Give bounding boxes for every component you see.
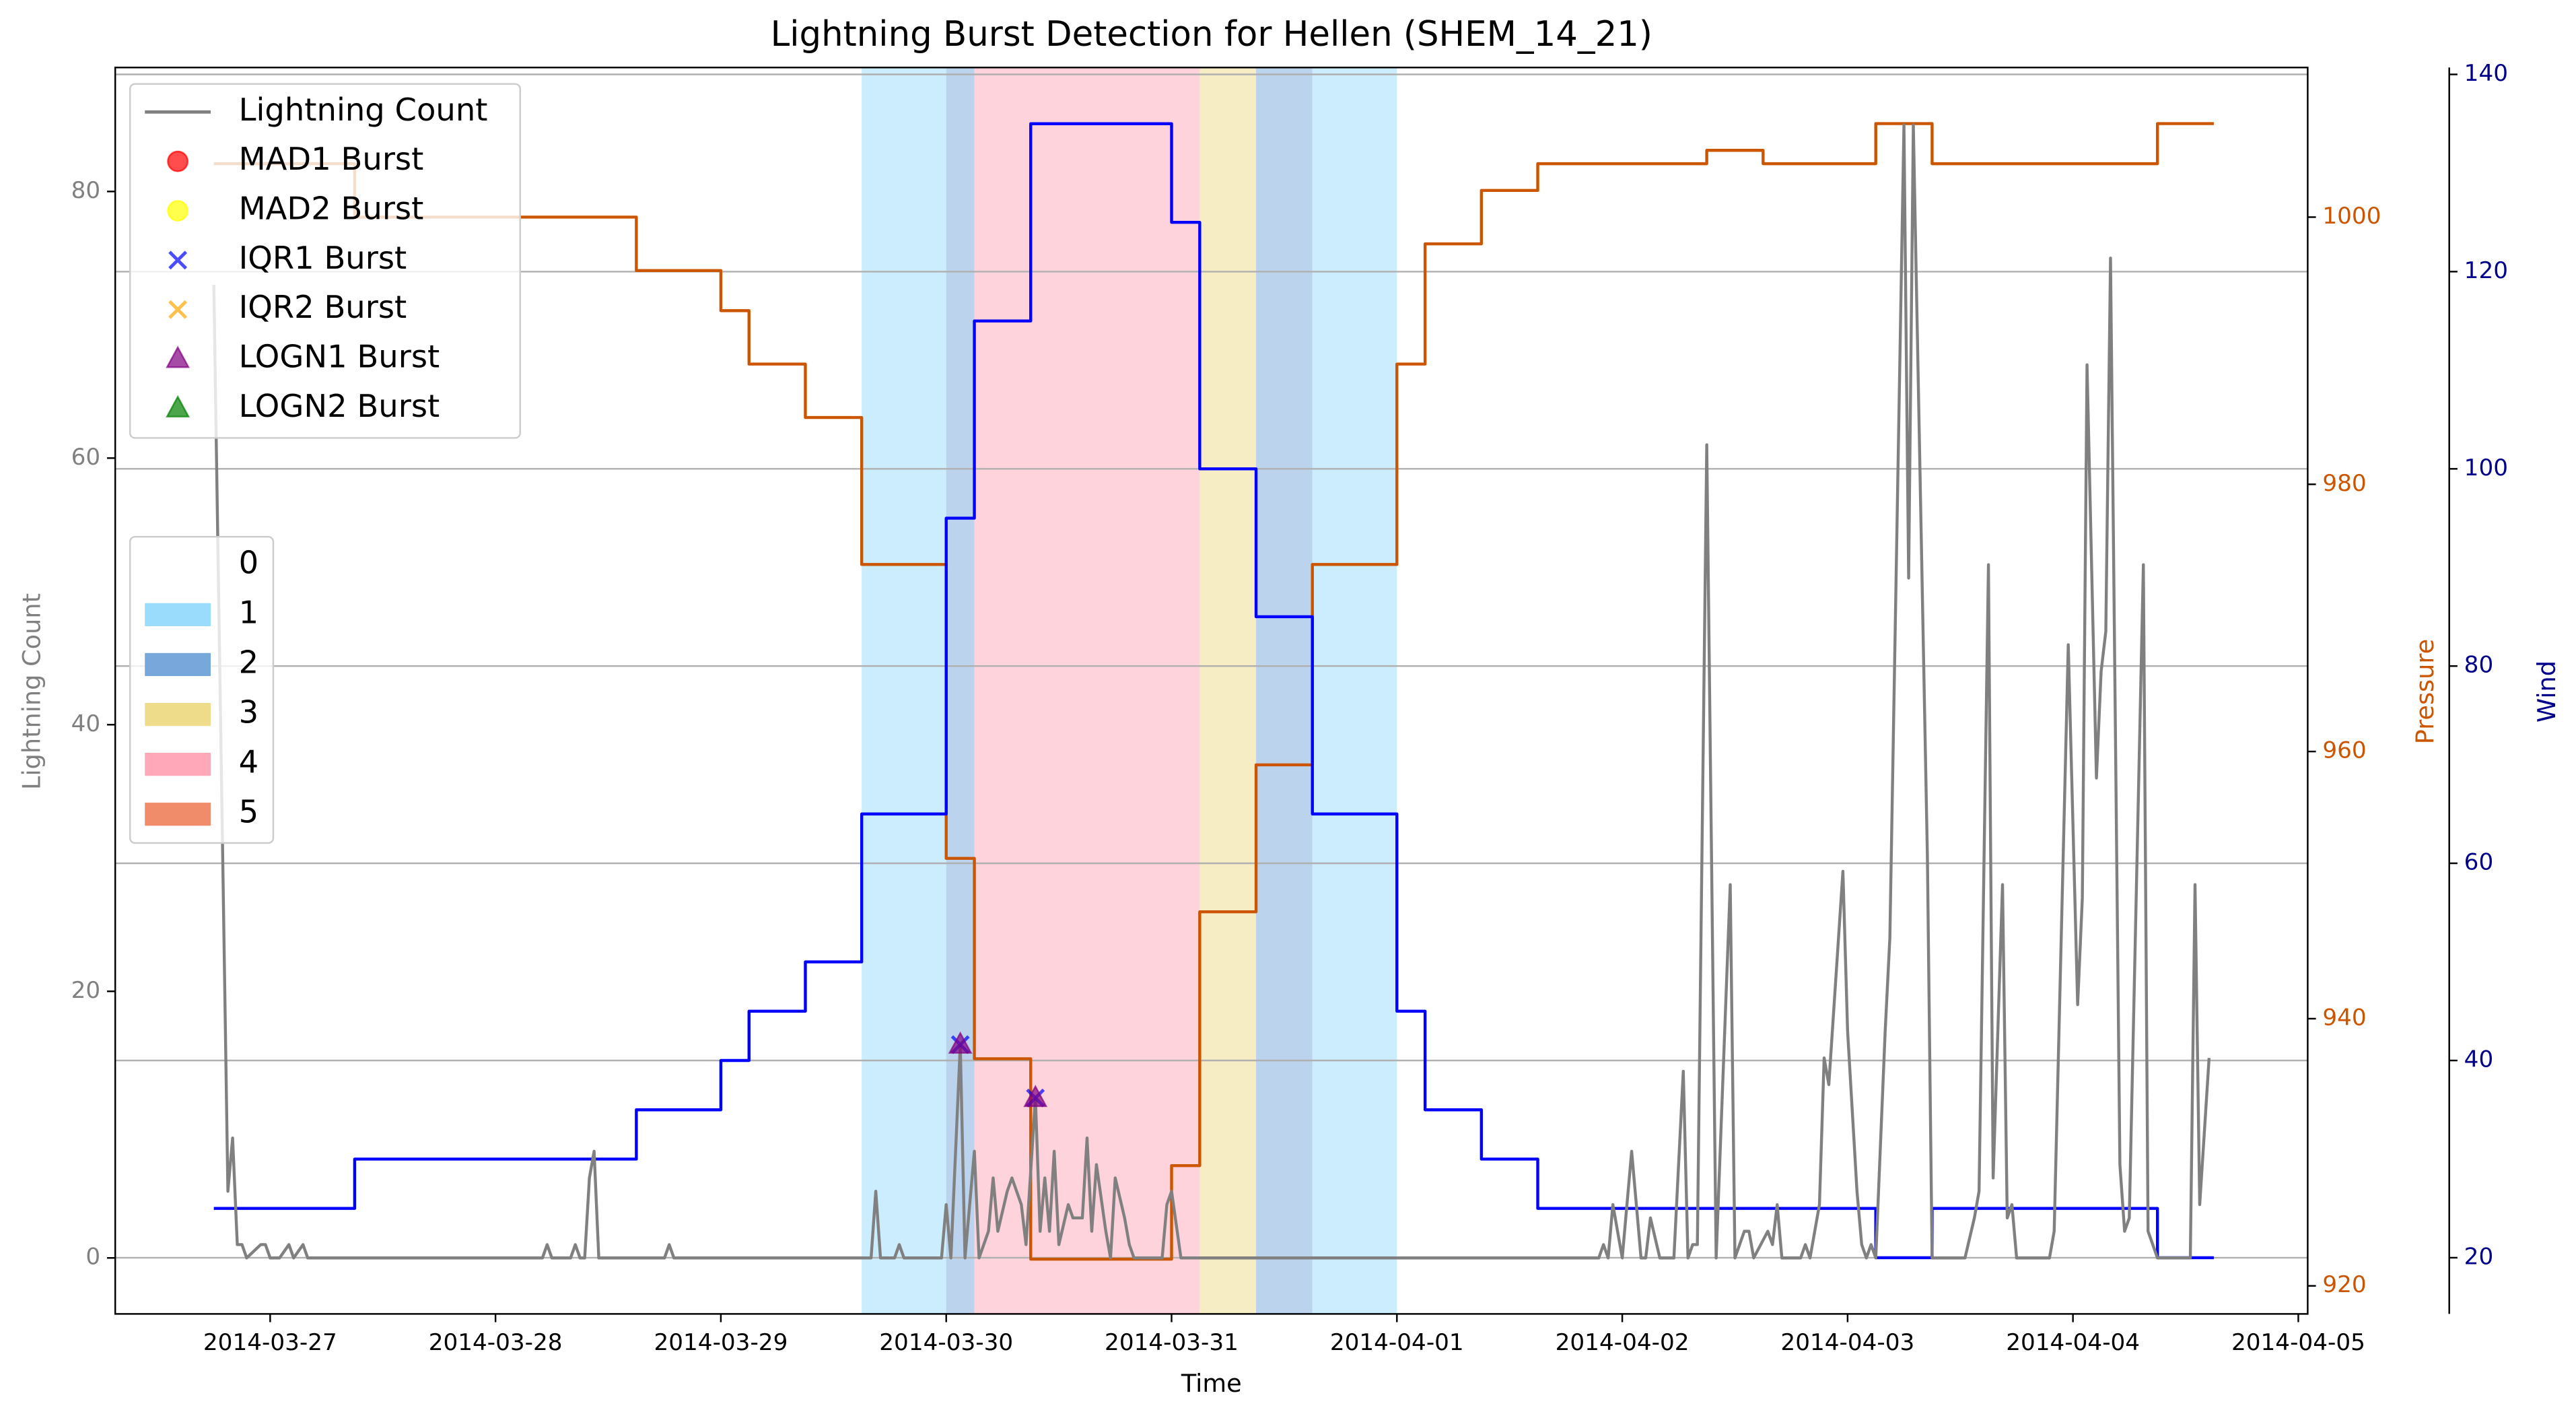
legend-label: IQR2 Burst bbox=[239, 289, 407, 325]
legend-label: 1 bbox=[239, 594, 259, 630]
legend-label: Lightning Count bbox=[239, 92, 488, 128]
legend-label: LOGN1 Burst bbox=[239, 339, 440, 375]
legend-label: 4 bbox=[239, 744, 259, 780]
intensity-band bbox=[862, 67, 946, 1314]
chart-title: Lightning Burst Detection for Hellen (SH… bbox=[771, 14, 1652, 55]
legend-label: 3 bbox=[239, 694, 259, 731]
y-tick-label: 0 bbox=[85, 1244, 100, 1271]
x-axis-label: Time bbox=[1181, 1369, 1242, 1398]
burst-marker bbox=[1023, 1084, 1048, 1108]
y3-axis-label: Wind bbox=[2532, 661, 2561, 722]
series-line bbox=[213, 122, 2214, 1260]
x-tick-label: 2014-03-31 bbox=[1105, 1329, 1239, 1356]
x-tick-label: 2014-04-04 bbox=[2006, 1329, 2140, 1356]
intensity-band bbox=[1256, 67, 1313, 1314]
legend-label: 5 bbox=[239, 794, 259, 830]
y2-tick-label: 980 bbox=[2322, 470, 2366, 497]
series-line bbox=[213, 122, 2214, 1261]
legend-patch bbox=[145, 753, 211, 776]
y3-tick-label: 60 bbox=[2464, 849, 2494, 876]
series-line bbox=[212, 123, 2211, 1260]
x-tick-label: 2014-03-28 bbox=[429, 1329, 563, 1356]
x-tick-label: 2014-04-03 bbox=[1780, 1329, 1914, 1356]
legend-handle bbox=[166, 345, 190, 368]
y-axis-label: Lightning Count bbox=[17, 593, 46, 790]
legend-handle bbox=[168, 250, 188, 270]
intensity-band bbox=[974, 67, 1200, 1314]
legend-label: IQR1 Burst bbox=[239, 240, 407, 276]
intensity-band bbox=[946, 67, 975, 1314]
legend-handle bbox=[167, 150, 189, 172]
y2-axis-label: Pressure bbox=[2410, 639, 2439, 745]
y3-tick-label: 80 bbox=[2464, 652, 2494, 679]
x-tick-label: 2014-03-27 bbox=[203, 1329, 337, 1356]
x-tick-label: 2014-03-29 bbox=[654, 1329, 788, 1356]
y2-tick-label: 960 bbox=[2322, 737, 2366, 764]
x-tick-label: 2014-03-30 bbox=[879, 1329, 1013, 1356]
y-tick-label: 40 bbox=[71, 710, 101, 737]
y3-tick-label: 40 bbox=[2464, 1046, 2494, 1073]
legend-handle bbox=[167, 200, 189, 222]
intensity-band bbox=[1312, 67, 1397, 1314]
y3-tick-label: 100 bbox=[2464, 454, 2508, 481]
legend-handle bbox=[166, 395, 190, 417]
y-tick-label: 80 bbox=[71, 177, 101, 204]
intensity-band bbox=[1199, 67, 1257, 1314]
legend-label: 0 bbox=[239, 544, 259, 580]
legend-patch bbox=[145, 652, 211, 677]
x-tick-label: 2014-04-01 bbox=[1330, 1329, 1464, 1356]
y-tick-label: 60 bbox=[71, 444, 101, 471]
legend-patch bbox=[145, 603, 211, 626]
y2-tick-label: 920 bbox=[2322, 1271, 2366, 1298]
y2-tick-label: 940 bbox=[2322, 1004, 2366, 1031]
legend-patch bbox=[145, 702, 211, 727]
x-tick-label: 2014-04-05 bbox=[2231, 1329, 2365, 1356]
y3-tick-label: 140 bbox=[2464, 60, 2508, 87]
burst-marker bbox=[948, 1031, 973, 1054]
y3-tick-label: 20 bbox=[2464, 1243, 2494, 1270]
legend-label: LOGN2 Burst bbox=[239, 388, 440, 424]
legend-label: MAD2 Burst bbox=[239, 191, 424, 227]
legend-patch bbox=[145, 803, 211, 826]
y3-tick-label: 120 bbox=[2464, 257, 2508, 284]
plot-frame bbox=[114, 67, 2309, 1315]
legend-box bbox=[129, 83, 521, 439]
y-tick-label: 20 bbox=[71, 977, 101, 1004]
legend-handle bbox=[168, 300, 188, 319]
legend-label: 2 bbox=[239, 644, 259, 680]
x-tick-label: 2014-04-02 bbox=[1556, 1329, 1690, 1356]
legend-label: MAD1 Burst bbox=[239, 141, 424, 177]
y2-tick-label: 1000 bbox=[2322, 203, 2381, 230]
